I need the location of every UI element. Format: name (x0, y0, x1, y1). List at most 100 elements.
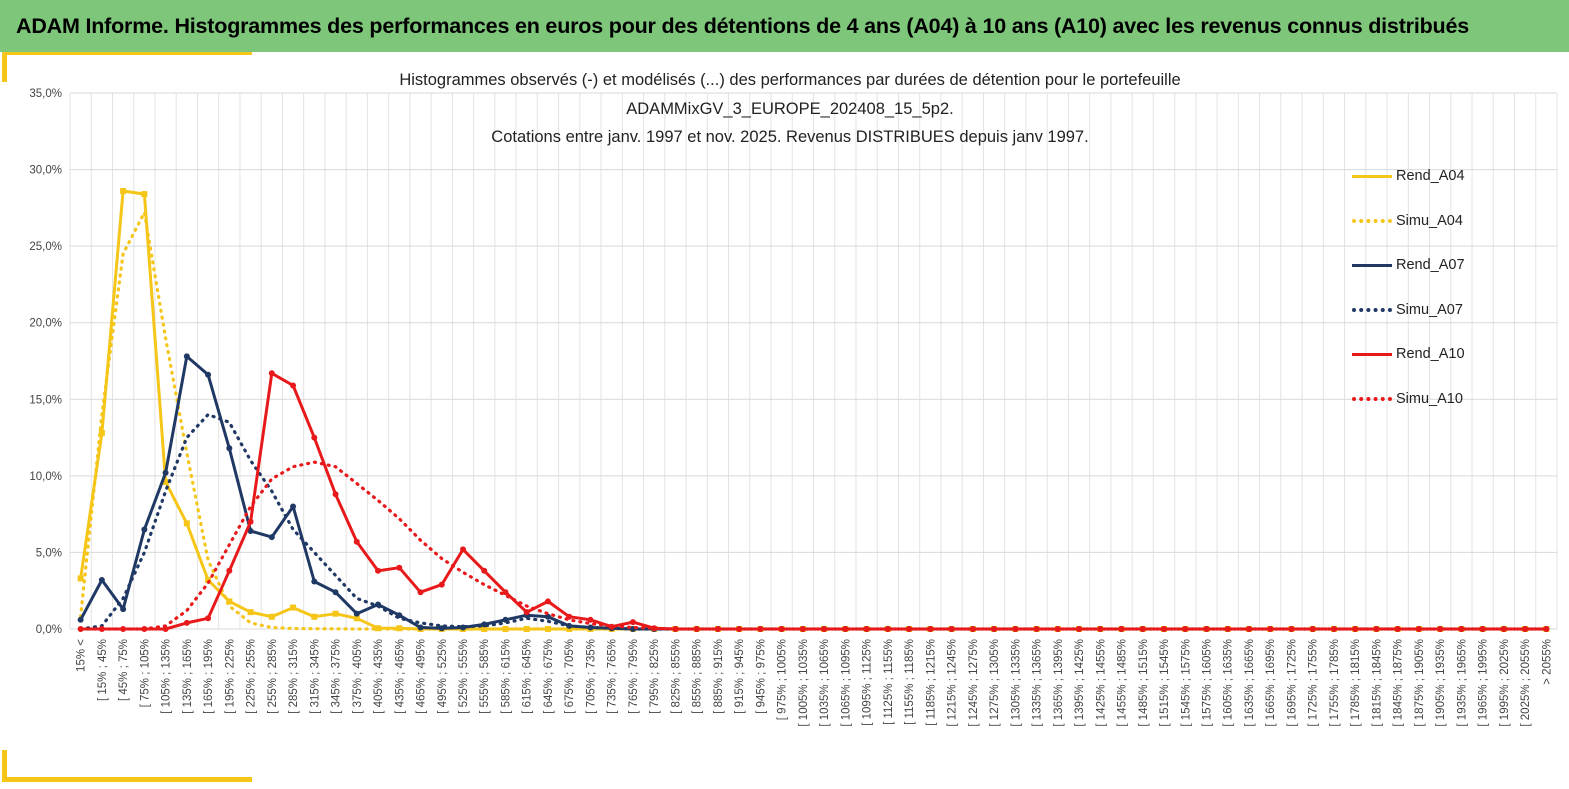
data-point-rend-a04 (120, 188, 127, 195)
data-point-rend-a10 (375, 567, 382, 574)
yellow-accent-left-bottom (2, 750, 7, 782)
x-tick-label: [ 1455% ; 1485% (1117, 639, 1129, 727)
x-tick-label: [ 1845% ; 1875% (1393, 639, 1405, 727)
x-tick-label: [ 1635% ; 1665% (1244, 639, 1256, 727)
data-point-rend-a10 (417, 589, 424, 596)
legend-item: Simu_A04 (1352, 211, 1463, 231)
data-point-rend-a04 (183, 520, 190, 527)
chart-title-line-1: Histogrammes observés (-) et modélisés (… (399, 71, 1181, 89)
header-banner: ADAM Informe. Histogrammes des performan… (0, 0, 1569, 52)
legend-item: Rend_A04 (1352, 166, 1465, 186)
data-point-rend-a10 (353, 538, 360, 545)
chart-title: Histogrammes observés (-) et modélisés (… (340, 66, 1240, 152)
x-tick-label: [ 1725% ; 1755% (1308, 639, 1320, 727)
x-tick-label: [ 1245% ; 1275% (968, 639, 980, 727)
x-tick-label: [ 1485% ; 1515% (1138, 639, 1150, 727)
legend-item: Simu_A07 (1352, 300, 1463, 320)
data-point-rend-a07 (77, 616, 84, 623)
data-point-rend-a10 (438, 581, 445, 588)
y-tick-label: 10,0% (29, 471, 62, 483)
data-point-rend-a04 (311, 613, 318, 620)
data-point-rend-a04 (226, 598, 233, 605)
data-point-rend-a07 (205, 371, 212, 378)
legend-label: Simu_A10 (1396, 391, 1463, 407)
x-tick-label: [ 1035% ; 1065% (819, 639, 831, 727)
x-tick-label: [ 705% ; 735% (585, 639, 597, 714)
x-tick-label: [ 1665% ; 1695% (1265, 639, 1277, 727)
data-point-rend-a07 (226, 445, 233, 452)
data-point-rend-a10 (481, 567, 488, 574)
x-tick-label: [ 1965% ; 1995% (1478, 639, 1490, 727)
x-tick-label: [ 1395% ; 1425% (1074, 639, 1086, 727)
x-tick-label: [ 1905% ; 1935% (1435, 639, 1447, 727)
x-tick-label: [ 1425% ; 1455% (1095, 639, 1107, 727)
data-point-rend-a04 (98, 429, 105, 436)
data-point-rend-a04 (162, 478, 169, 485)
data-point-rend-a07 (353, 610, 360, 617)
series-line-simu-a10 (78, 460, 1549, 631)
x-tick-label: [ 975% ; 1005% (777, 639, 789, 720)
data-point-rend-a07 (98, 576, 105, 583)
data-point-rend-a10 (268, 370, 275, 377)
data-point-rend-a04 (205, 576, 212, 583)
x-tick-label: [ 585% ; 615% (500, 639, 512, 714)
data-point-rend-a04 (268, 613, 275, 620)
data-point-rend-a10 (1224, 626, 1231, 632)
legend-label: Rend_A07 (1396, 257, 1465, 274)
x-tick-label: 15% < (76, 639, 88, 672)
x-tick-label: [ 945% ; 975% (755, 639, 767, 714)
x-tick-label: [ 1815% ; 1845% (1371, 639, 1383, 727)
legend-label: Rend_A04 (1396, 168, 1465, 184)
x-tick-label: [ 225% ; 255% (246, 639, 258, 714)
data-point-rend-a10 (544, 598, 551, 605)
x-tick-label: [ 1335% ; 1365% (1032, 639, 1044, 727)
x-tick-label: [ 1755% ; 1785% (1329, 639, 1341, 727)
x-tick-label: [ 495% ; 525% (437, 639, 449, 714)
legend-swatch (1352, 218, 1392, 223)
chart-title-line-2: ADAMMixGV_3_EUROPE_202408_15_5p2. (626, 99, 954, 118)
x-tick-label: [ 1155% ; 1185% (904, 639, 916, 725)
data-point-rend-a10 (1245, 626, 1252, 632)
x-tick-label: [ 105% ; 135% (161, 639, 173, 714)
legend-item: Rend_A10 (1352, 344, 1465, 364)
legend-swatch (1352, 352, 1392, 356)
x-tick-label: [ 1605% ; 1635% (1223, 639, 1235, 727)
data-point-rend-a07 (183, 353, 190, 360)
y-tick-label: 15,0% (29, 394, 62, 406)
x-tick-label: [ 1785% ; 1815% (1350, 639, 1362, 727)
x-tick-label: [ 1305% ; 1335% (1010, 639, 1022, 727)
data-point-rend-a10 (629, 619, 636, 626)
data-point-rend-a10 (205, 615, 212, 622)
legend-swatch (1352, 397, 1392, 401)
x-tick-label: [ 885% ; 915% (713, 639, 725, 714)
y-tick-label: 25,0% (29, 241, 62, 253)
x-tick-label: [ 195% ; 225% (224, 639, 236, 714)
data-point-rend-a04 (353, 615, 360, 622)
x-tick-label: [ 735% ; 765% (607, 639, 619, 714)
data-point-rend-a10 (1182, 626, 1189, 632)
x-tick-label: [ 1695% ; 1725% (1286, 639, 1298, 727)
x-tick-label: [ 1875% ; 1905% (1414, 639, 1426, 727)
data-point-rend-a10 (1161, 626, 1168, 632)
x-tick-label: [ 135% ; 165% (182, 639, 194, 714)
x-tick-label: [ 405% ; 435% (373, 639, 385, 714)
x-tick-label: [ 15% ; 45% (97, 639, 109, 701)
y-tick-label: 30,0% (29, 165, 62, 177)
legend-label: Simu_A07 (1396, 301, 1463, 318)
x-tick-label: [ 1275% ; 1305% (989, 639, 1001, 727)
data-point-rend-a07 (311, 578, 318, 585)
legend-swatch (1352, 174, 1392, 178)
y-tick-label: 20,0% (29, 318, 62, 330)
data-point-rend-a10 (183, 619, 190, 626)
x-tick-label: [ 75% ; 105% (139, 639, 151, 707)
legend-label: Simu_A04 (1396, 212, 1463, 229)
x-tick-label: [ 675% ; 705% (564, 639, 576, 714)
x-tick-label: [ 255% ; 285% (267, 639, 279, 714)
x-tick-label: [ 1515% ; 1545% (1159, 639, 1171, 727)
data-point-rend-a10 (1203, 626, 1210, 632)
x-tick-label: [ 375% ; 405% (352, 639, 364, 714)
data-point-rend-a04 (141, 191, 148, 198)
data-point-rend-a10 (247, 518, 254, 525)
y-tick-label: 0,0% (36, 624, 62, 636)
data-point-rend-a10 (290, 382, 297, 389)
